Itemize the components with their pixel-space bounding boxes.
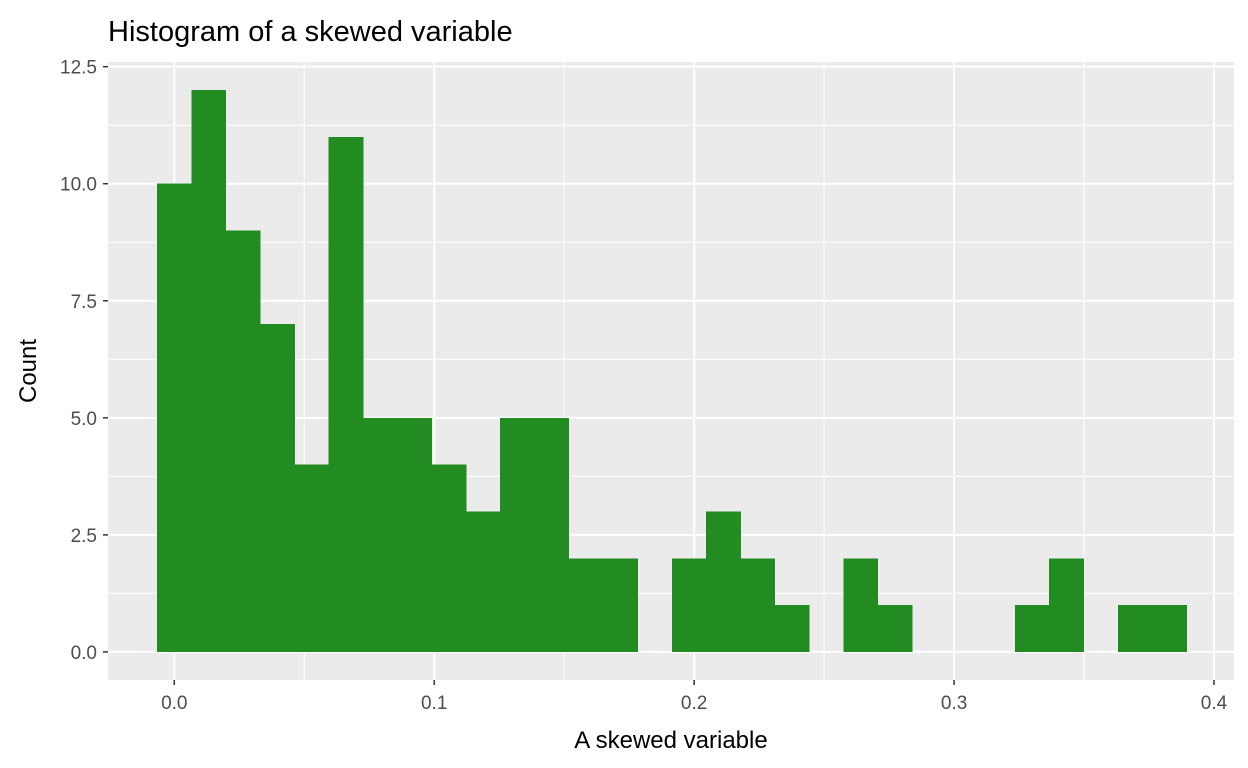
histogram-bar bbox=[465, 511, 501, 652]
y-axis: 0.0 2.5 5.0 7.5 10.0 12.5 bbox=[60, 58, 108, 664]
y-tick-label: 10.0 bbox=[60, 175, 97, 196]
histogram-bar bbox=[431, 464, 467, 652]
x-axis-title: A skewed variable bbox=[574, 727, 767, 754]
histogram-bar bbox=[225, 230, 261, 652]
histogram-bar bbox=[671, 558, 707, 652]
histogram-bar bbox=[843, 558, 879, 652]
x-tick-label: 0.4 bbox=[1201, 693, 1228, 714]
histogram-bars bbox=[157, 90, 1187, 652]
y-axis-title: Count bbox=[15, 339, 42, 403]
histogram-bar bbox=[603, 558, 638, 652]
histogram-bar bbox=[397, 417, 433, 652]
histogram-bar bbox=[877, 605, 913, 652]
histogram-bar bbox=[534, 417, 570, 652]
histogram-bar bbox=[328, 136, 364, 652]
histogram-bar bbox=[774, 605, 810, 652]
histogram-bar bbox=[740, 558, 776, 652]
minor-gridlines bbox=[108, 62, 1234, 680]
histogram-bar bbox=[260, 324, 295, 652]
x-tick-label: 0.2 bbox=[681, 693, 707, 714]
y-tick-label: 0.0 bbox=[71, 643, 97, 664]
histogram-bar bbox=[706, 511, 741, 652]
histogram-bar bbox=[157, 183, 192, 652]
x-tick-label: 0.3 bbox=[941, 693, 967, 714]
histogram-bar bbox=[500, 417, 535, 652]
x-axis: 0.0 0.1 0.2 0.3 0.4 bbox=[161, 680, 1228, 714]
chart-title: Histogram of a skewed variable bbox=[108, 16, 513, 48]
histogram-bar bbox=[1117, 605, 1153, 652]
y-tick-label: 2.5 bbox=[71, 526, 97, 547]
histogram-bar bbox=[191, 90, 227, 652]
histogram-bar bbox=[1049, 558, 1084, 652]
y-tick-label: 12.5 bbox=[60, 58, 97, 79]
histogram-bar bbox=[568, 558, 604, 652]
x-tick-label: 0.0 bbox=[161, 693, 187, 714]
histogram-bar bbox=[294, 464, 330, 652]
histogram-bar bbox=[1152, 605, 1187, 652]
histogram-bar bbox=[1014, 605, 1050, 652]
y-tick-label: 5.0 bbox=[71, 409, 97, 430]
histogram-bar bbox=[362, 417, 398, 652]
y-tick-label: 7.5 bbox=[71, 292, 97, 313]
x-tick-label: 0.1 bbox=[421, 693, 447, 714]
